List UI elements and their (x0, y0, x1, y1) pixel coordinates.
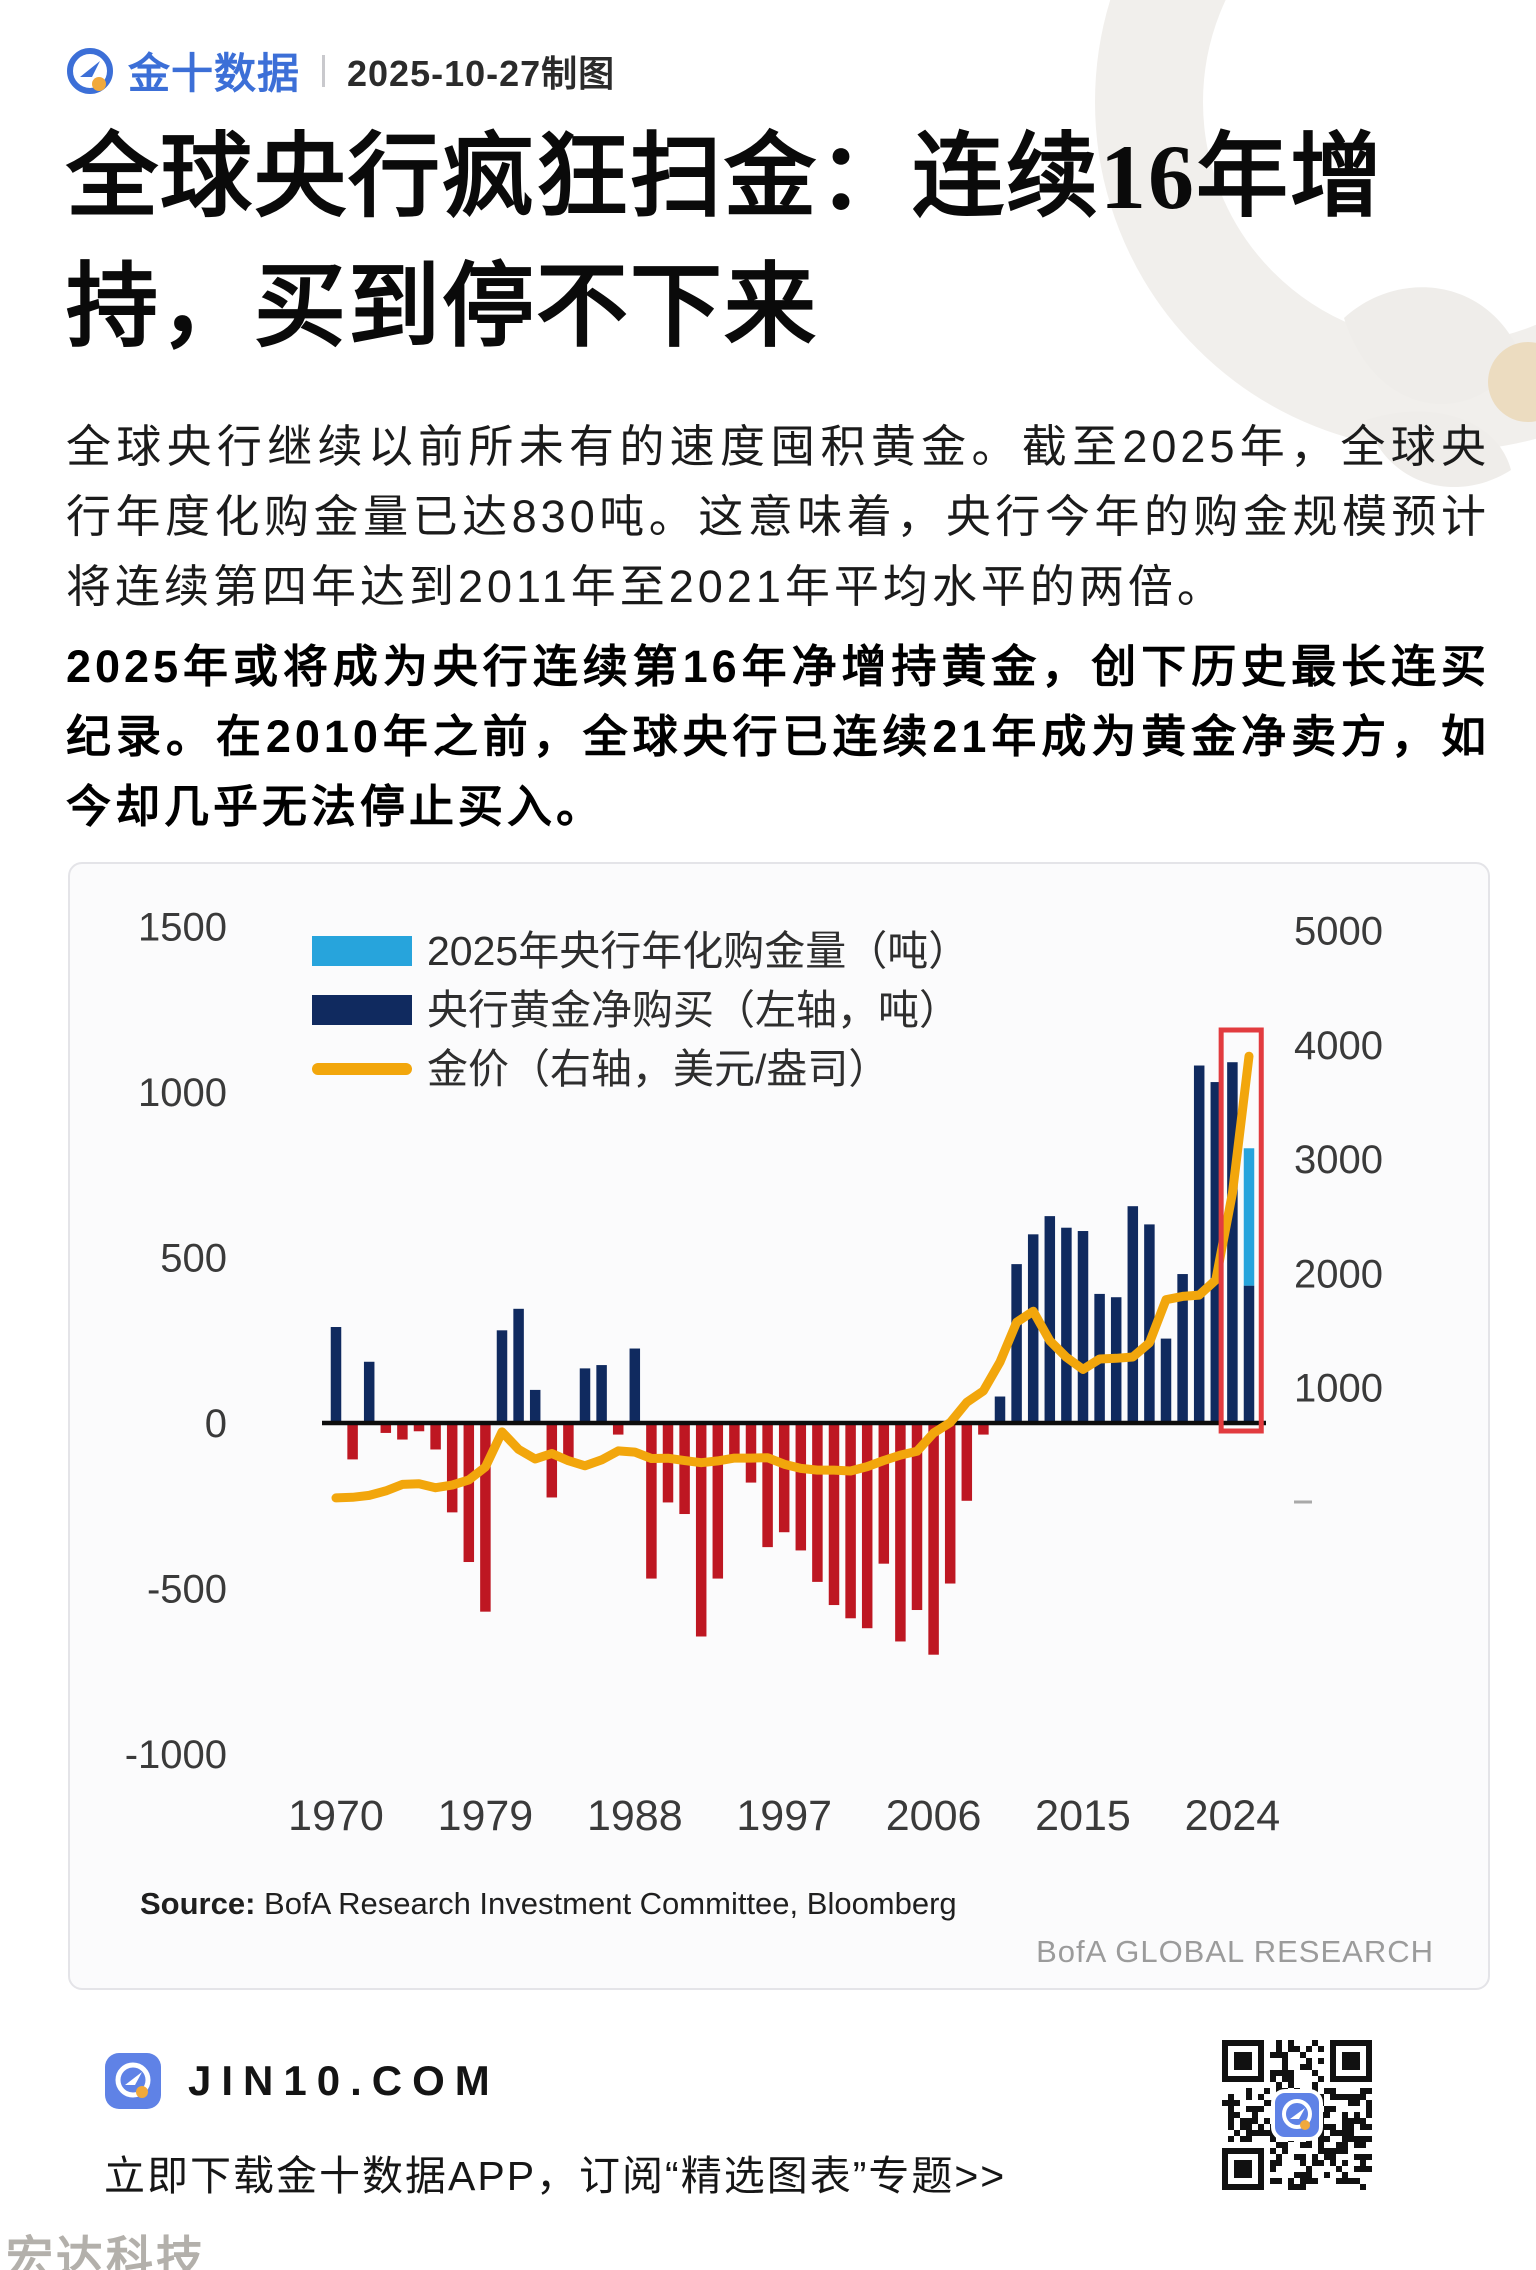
download-cta-link[interactable]: 立即下载金十数据APP，订阅“精选图表”专题>> (104, 2153, 1007, 2199)
svg-text:5000: 5000 (1294, 910, 1383, 954)
svg-text:金价（右轴，美元/盎司）: 金价（右轴，美元/盎司） (427, 1046, 889, 1092)
svg-text:1000: 1000 (138, 1071, 227, 1115)
svg-text:1997: 1997 (736, 1792, 832, 1840)
corner-watermark: 宏达科技 (6, 2232, 206, 2270)
svg-text:2024: 2024 (1185, 1792, 1281, 1840)
svg-text:1000: 1000 (1294, 1367, 1383, 1411)
svg-text:-1000: -1000 (125, 1733, 227, 1777)
site-url: JIN10.COM (188, 2057, 500, 2104)
svg-text:0: 0 (205, 1402, 227, 1446)
svg-text:1500: 1500 (138, 906, 227, 950)
title-line-2: 持，买到停不下来 (66, 256, 819, 358)
svg-text:2025年央行年化购金量（吨）: 2025年央行年化购金量（吨） (427, 928, 969, 974)
svg-text:2015: 2015 (1035, 1792, 1131, 1840)
page-title: 全球央行疯狂扫金：连续16年增 持，买到停不下来 (66, 112, 1490, 372)
svg-text:-500: -500 (147, 1568, 227, 1612)
intro-paragraph: 全球央行继续以前所未有的速度囤积黄金。截至2025年，全球央行年度化购金量已达8… (66, 421, 1490, 612)
brand-logo-icon (66, 47, 114, 95)
chart-date: 2025-10-27制图 (347, 52, 616, 94)
svg-text:3000: 3000 (1294, 1138, 1383, 1182)
chart-source: Source: BofA Research Investment Committ… (140, 1886, 957, 1922)
footer: JIN10.COM (104, 2052, 500, 2110)
highlight-paragraph: 2025年或将成为央行连续第16年净增持黄金，创下历史最长连买纪录。在2010年… (66, 641, 1490, 832)
brand-name: 金十数据 (128, 50, 301, 97)
svg-text:2006: 2006 (886, 1792, 982, 1840)
svg-text:500: 500 (160, 1237, 227, 1281)
source-text: BofA Research Investment Committee, Bloo… (255, 1886, 957, 1921)
qr-code[interactable] (1220, 2038, 1374, 2192)
header-divider (322, 54, 326, 87)
title-line-1: 全球央行疯狂扫金：连续16年增 (66, 126, 1385, 228)
gold-chart-svg: 2025年央行年化购金量（吨） 央行黄金净购买（左轴，吨） 金价（右轴，美元/盎司）… (125, 906, 1383, 1841)
app-logo-icon (104, 2052, 162, 2110)
header: 金十数据 2025-10-27制图 (66, 40, 615, 101)
svg-text:1970: 1970 (288, 1792, 384, 1840)
chart-card: 2025年央行年化购金量（吨） 央行黄金净购买（左轴，吨） 金价（右轴，美元/盎司）… (68, 862, 1490, 1990)
svg-text:2000: 2000 (1294, 1252, 1383, 1296)
svg-text:1988: 1988 (587, 1792, 683, 1840)
svg-text:4000: 4000 (1294, 1024, 1383, 1068)
svg-text:1979: 1979 (438, 1792, 534, 1840)
bofa-global-research-label: BofA GLOBAL RESEARCH (1036, 1934, 1434, 1969)
svg-text:央行黄金净购买（左轴，吨）: 央行黄金净购买（左轴，吨） (427, 987, 960, 1033)
source-label: Source: (140, 1886, 256, 1921)
